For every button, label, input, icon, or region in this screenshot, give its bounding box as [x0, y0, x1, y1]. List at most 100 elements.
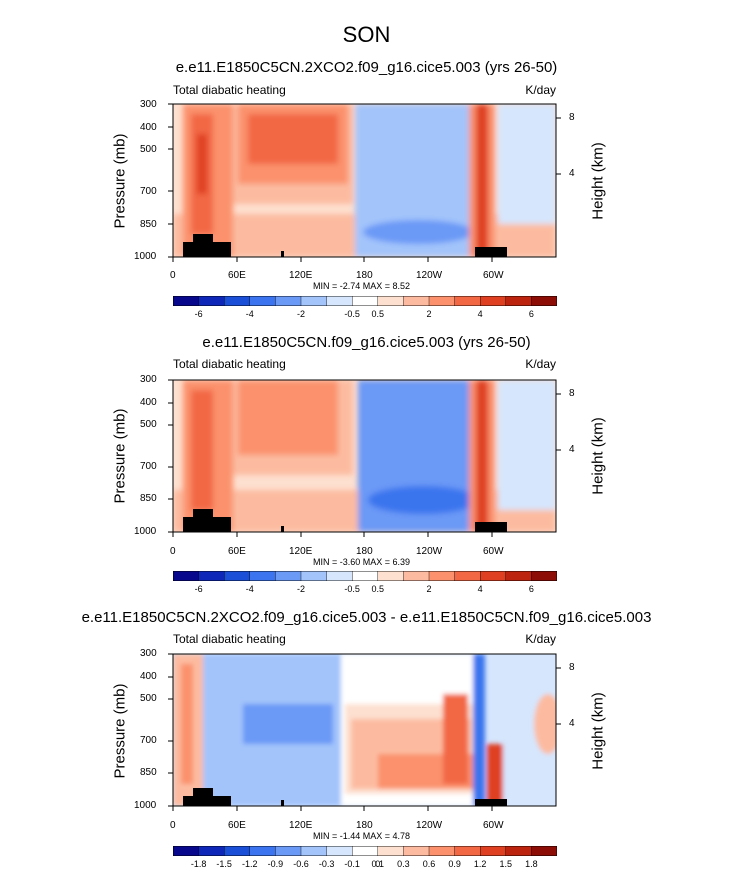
colorbar-swatch	[351, 846, 379, 856]
colorbar-swatch	[505, 296, 532, 306]
colorbar-swatch	[198, 846, 225, 856]
panel-3-ptick-850: 850	[140, 767, 157, 778]
panel-3-atlantic-warm	[534, 694, 556, 754]
panel-2-xtick-60e: 60E	[228, 546, 246, 557]
panel-1-africa-max	[197, 134, 207, 194]
colorbar-swatch	[531, 571, 557, 581]
panel-3-colorbar-label-0: -1.8	[190, 859, 207, 869]
panel-3-samerica-lowlevel-heat	[487, 744, 503, 804]
panel-3-xtick-120w: 120W	[416, 820, 443, 831]
colorbar-swatch	[300, 846, 328, 856]
colorbar-swatch	[351, 571, 379, 581]
colorbar-swatch	[505, 571, 532, 581]
panel-3-colorbar-label-14: 1.8	[525, 859, 538, 869]
panel-3-xtick-180: 180	[356, 820, 373, 831]
panel-1-variable-label: Total diabatic heating	[173, 83, 286, 97]
panel-1-xtick-0: 0	[170, 270, 176, 281]
panel-3-samerica-cool	[473, 654, 485, 806]
panel-1-colorbar-label-2: -2	[296, 309, 306, 319]
panel-2-xtick-120e: 120E	[289, 546, 313, 557]
panel-3-terrain-africa	[183, 796, 231, 806]
colorbar-swatch	[454, 571, 481, 581]
panel-3-colorbar-label-13: 1.5	[499, 859, 513, 869]
panel-2-pressure-axis-title: Pressure (mb)	[111, 408, 129, 504]
panel-1-ptick-850: 850	[140, 219, 157, 230]
panel-1-terrain-africa	[183, 242, 231, 257]
panel-2-ptick-850: 850	[140, 493, 157, 504]
panel-1-htick-4: 4	[569, 168, 575, 179]
panel-2-ptick-300: 300	[140, 374, 157, 385]
panel-3-xtick-60e: 60E	[228, 820, 246, 831]
panel-1-colorbar-label-4: 0.5	[371, 309, 385, 319]
panel-2-xtick-120w: 120W	[416, 546, 443, 557]
colorbar-swatch	[377, 846, 405, 856]
panel-1-ptick-300: 300	[140, 99, 157, 110]
panel-3-colorbar-label-6: -0.1	[344, 859, 360, 869]
panel-1-colorbar-label-3: -0.5	[344, 309, 360, 319]
colorbar-swatch	[198, 296, 225, 306]
panel-2-height-axis-title: Height (km)	[589, 417, 607, 495]
panel-1-pressure-axis-title: Pressure (mb)	[111, 133, 129, 229]
colorbar-swatch	[224, 296, 251, 306]
panel-1-terrain-andes	[475, 247, 507, 257]
panel-2-colorbar-label-1: -4	[245, 584, 254, 594]
panel-3-height-axis-title: Height (km)	[589, 692, 607, 770]
panel-1-atlantic-region	[498, 104, 556, 224]
panel-1-min-max: MIN = -2.74 MAX = 8.52	[313, 281, 411, 291]
colorbar-swatch	[249, 846, 277, 856]
panel-3-colorbar-label-5: -0.3	[318, 859, 335, 869]
panel-3-xtick-120e: 120E	[289, 820, 313, 831]
panel-2-xtick-0: 0	[170, 546, 176, 557]
panel-3-colorbar-label-1: -1.5	[216, 859, 232, 869]
colorbar-swatch	[326, 571, 353, 581]
panel-1-ptick-500: 500	[140, 144, 157, 155]
colorbar-swatch	[198, 571, 225, 581]
panel-3-xtick-60w: 60W	[483, 820, 504, 831]
panel-2-samerica-core	[476, 380, 488, 532]
panel-1-title: e.e11.E1850C5CN.2XCO2.f09_g16.cice5.003 …	[175, 59, 558, 76]
panel-2-colorbar-label-6: 4	[477, 584, 483, 594]
panel-3-colorbar-label-7: 0	[375, 859, 381, 869]
colorbar-swatch	[275, 296, 302, 306]
panel-2-title: e.e11.E1850C5CN.f09_g16.cice5.003 (yrs 2…	[202, 334, 531, 351]
panel-1-indian-core	[248, 114, 338, 164]
colorbar-swatch	[173, 296, 200, 306]
panel-3-htick-4: 4	[569, 718, 575, 729]
colorbar-swatch	[403, 296, 430, 306]
colorbar-swatch	[351, 296, 379, 306]
panel-3-colorbar-label-8: 0.1	[371, 859, 385, 869]
colorbar-swatch	[249, 571, 277, 581]
colorbar-swatch	[326, 846, 353, 856]
panel-2-terrain-africa-peak	[193, 509, 213, 519]
colorbar-swatch	[300, 571, 328, 581]
panel-3-plot	[168, 653, 561, 811]
panel-1-plot	[168, 103, 561, 262]
panel-2-colorbar-label-2: -2	[296, 584, 306, 594]
panel-3-colorbar-label-11: 0.9	[448, 859, 461, 869]
panel-1-colorbar	[173, 296, 557, 306]
panel-3-pressure-axis-title: Pressure (mb)	[111, 683, 129, 779]
panel-1-terrain-africa-peak	[193, 234, 213, 244]
panel-1-colorbar-label-6: 4	[477, 309, 483, 319]
panel-2-colorbar-label-7: 6	[528, 584, 534, 594]
panel-3-pacific-warm-edge	[443, 694, 468, 784]
panel-1-terrain-maritime	[281, 251, 284, 257]
panel-1-samerica-core	[476, 104, 488, 257]
colorbar-swatch	[454, 296, 481, 306]
panel-2-units-label: K/day	[525, 357, 556, 371]
panel-3-africa-east-cool	[203, 654, 221, 806]
colorbar-swatch	[428, 296, 456, 306]
panel-1-height-axis-title: Height (km)	[589, 142, 607, 220]
panel-3-colorbar-label-2: -1.2	[242, 859, 258, 869]
panel-3-xtick-0: 0	[170, 820, 176, 831]
panel-1-xtick-120w: 120W	[416, 270, 443, 281]
panel-3-colorbar	[173, 846, 557, 856]
panel-3-terrain-africa-peak	[193, 788, 213, 798]
panel-3-ptick-700: 700	[140, 735, 157, 746]
colorbar-swatch	[249, 296, 277, 306]
colorbar-swatch	[480, 846, 507, 856]
panel-2-plot	[168, 379, 561, 537]
colorbar-swatch	[403, 846, 430, 856]
panel-3-terrain-maritime	[281, 800, 284, 806]
panel-2-colorbar-label-0: -6	[194, 584, 203, 594]
